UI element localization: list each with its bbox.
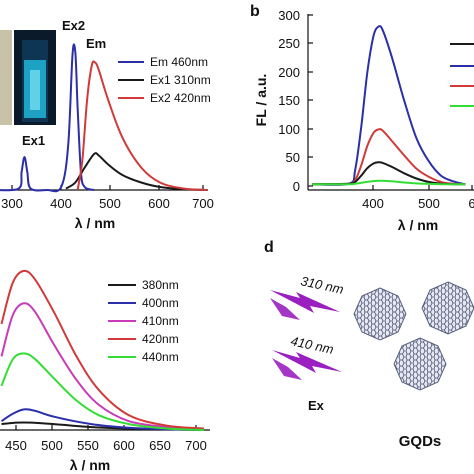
panel-c: 450 500 550 600 650 700 λ / nm 380nm 400… — [0, 269, 210, 473]
peak-label-em: Em — [86, 36, 106, 51]
peak-label-ex2: Ex2 — [62, 18, 85, 33]
arrow-label-310: 310 nm — [299, 273, 345, 297]
b-ytick-label: 300 — [278, 8, 300, 23]
legend-label: Em 460nm — [150, 55, 208, 69]
series-line — [76, 60, 208, 191]
a-xtick-label: 600 — [148, 196, 170, 211]
panel-b-series — [312, 25, 466, 186]
b-ytick-label: 50 — [286, 150, 300, 165]
b-ytick-label: 150 — [278, 93, 300, 108]
b-xtick-label: 500 — [418, 196, 440, 211]
legend-label: Ex1 310nm — [150, 73, 211, 87]
series-line — [312, 25, 466, 186]
legend-label: 380nm — [142, 278, 179, 292]
graphene-quantum-dot — [421, 281, 474, 335]
panel-d-letter: d — [264, 239, 274, 256]
legend-label: Ex2 420nm — [150, 91, 211, 105]
b-xtick-label: 400 — [362, 196, 384, 211]
panel-c-series — [0, 269, 205, 431]
a-xtick-label: 300 — [1, 196, 23, 211]
panel-a: 300 400 500 600 700 λ / nm Ex1 Ex2 Em Em… — [0, 18, 214, 231]
legend-label: 400nm — [142, 296, 179, 310]
series-line — [65, 152, 208, 191]
c-xtick-label: 500 — [41, 438, 63, 453]
panel-c-legend: 380nm 400nm 410nm 420nm 440nm — [108, 278, 179, 364]
panel-b: b 0 50 100 150 200 250 300 400 500 6 λ /… — [250, 3, 474, 233]
graphene-quantum-dot — [353, 287, 407, 341]
c-xtick-label: 550 — [77, 438, 99, 453]
panel-a-series — [0, 43, 208, 193]
b-ytick-label: 250 — [278, 36, 300, 51]
series-line — [0, 408, 205, 431]
c-x-axis-label: λ / nm — [70, 457, 110, 473]
b-ytick-label: 100 — [278, 122, 300, 137]
a-xtick-label: 400 — [50, 196, 72, 211]
series-line — [0, 43, 95, 193]
c-xtick-label: 650 — [149, 438, 171, 453]
graphene-quantum-dot — [393, 337, 447, 391]
legend-label: 420nm — [142, 332, 179, 346]
b-y-axis-label: FL / a.u. — [253, 74, 269, 127]
b-xtick-label: 6 — [468, 196, 474, 211]
series-line — [0, 269, 205, 430]
b-ytick-label: 200 — [278, 65, 300, 80]
series-line — [312, 179, 466, 186]
cuvette-photo-left — [0, 30, 12, 125]
gqds-label: GQDs — [399, 433, 442, 450]
series-line — [0, 352, 205, 431]
panel-b-ticks — [308, 14, 473, 190]
a-x-axis-label: λ / nm — [75, 215, 115, 231]
peak-label-ex1: Ex1 — [22, 133, 45, 148]
panel-d: d 310 nm 410 nm Ex GQDs — [264, 239, 474, 450]
legend-label: 410nm — [142, 314, 179, 328]
lightning-arrow-icon — [270, 290, 340, 313]
ex-label: Ex — [308, 398, 325, 413]
series-line — [312, 128, 466, 186]
a-xtick-label: 500 — [99, 196, 121, 211]
legend-label: 440nm — [142, 350, 179, 364]
b-x-axis-label: λ / nm — [398, 217, 438, 233]
b-ytick-label: 0 — [293, 179, 300, 194]
c-xtick-label: 700 — [185, 438, 207, 453]
series-line — [0, 302, 205, 431]
panel-b-legend — [450, 43, 474, 107]
panel-a-legend: Em 460nm Ex1 310nm Ex2 420nm — [118, 55, 211, 105]
panel-b-letter: b — [250, 3, 260, 20]
arrow-label-410: 410 nm — [289, 333, 335, 357]
lightning-arrow-icon — [272, 350, 342, 373]
a-xtick-label: 700 — [192, 196, 214, 211]
c-xtick-label: 600 — [113, 438, 135, 453]
c-xtick-label: 450 — [5, 438, 27, 453]
